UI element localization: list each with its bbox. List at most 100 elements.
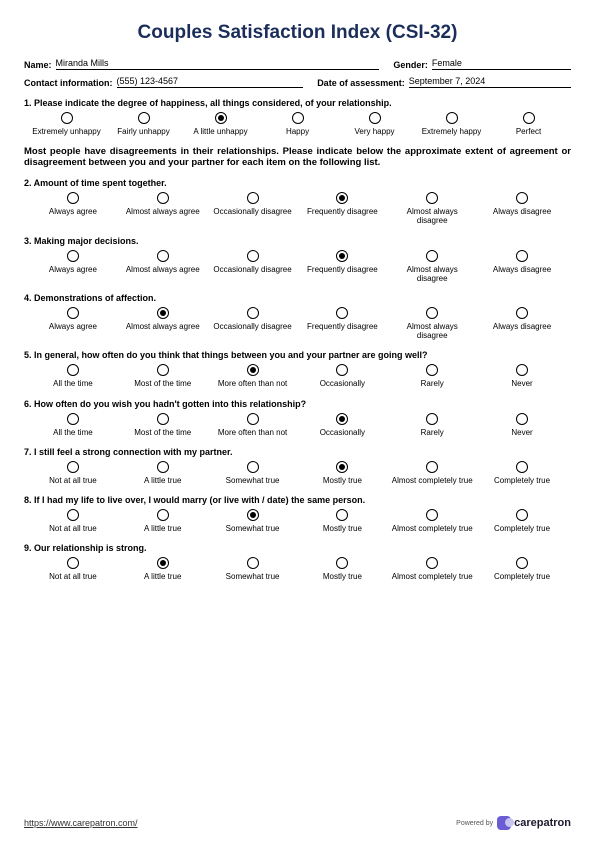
radio-q2-4[interactable] bbox=[426, 192, 438, 204]
gender-label: Gender: bbox=[393, 60, 428, 70]
option: A little true bbox=[121, 509, 205, 533]
radio-q5-2[interactable] bbox=[247, 364, 259, 376]
radio-q2-0[interactable] bbox=[67, 192, 79, 204]
radio-q4-4[interactable] bbox=[426, 307, 438, 319]
option: Occasionally disagree bbox=[211, 250, 295, 283]
question-6: 6. How often do you wish you hadn't gott… bbox=[24, 399, 571, 409]
radio-q9-0[interactable] bbox=[67, 557, 79, 569]
radio-q6-0[interactable] bbox=[67, 413, 79, 425]
radio-q5-5[interactable] bbox=[516, 364, 528, 376]
radio-q7-4[interactable] bbox=[426, 461, 438, 473]
radio-q1-1[interactable] bbox=[138, 112, 150, 124]
option: Perfect bbox=[492, 112, 565, 136]
option: Occasionally bbox=[301, 413, 385, 437]
radio-q1-5[interactable] bbox=[446, 112, 458, 124]
date-field[interactable]: September 7, 2024 bbox=[409, 76, 571, 88]
option-label: Somewhat true bbox=[226, 476, 280, 485]
radio-q3-4[interactable] bbox=[426, 250, 438, 262]
radio-q5-4[interactable] bbox=[426, 364, 438, 376]
radio-q8-4[interactable] bbox=[426, 509, 438, 521]
option-label: Frequently disagree bbox=[307, 322, 378, 331]
option: Always agree bbox=[31, 307, 115, 340]
radio-q8-0[interactable] bbox=[67, 509, 79, 521]
option: Somewhat true bbox=[211, 461, 295, 485]
radio-q9-1[interactable] bbox=[157, 557, 169, 569]
radio-q2-5[interactable] bbox=[516, 192, 528, 204]
radio-q7-0[interactable] bbox=[67, 461, 79, 473]
radio-q9-5[interactable] bbox=[516, 557, 528, 569]
option: Almost always agree bbox=[121, 250, 205, 283]
radio-q1-0[interactable] bbox=[61, 112, 73, 124]
radio-q4-3[interactable] bbox=[336, 307, 348, 319]
radio-q3-0[interactable] bbox=[67, 250, 79, 262]
radio-q3-2[interactable] bbox=[247, 250, 259, 262]
radio-q8-5[interactable] bbox=[516, 509, 528, 521]
radio-q3-1[interactable] bbox=[157, 250, 169, 262]
radio-q8-1[interactable] bbox=[157, 509, 169, 521]
radio-q1-6[interactable] bbox=[523, 112, 535, 124]
radio-q2-1[interactable] bbox=[157, 192, 169, 204]
option-label: Always disagree bbox=[493, 207, 551, 216]
option-label: Fairly unhappy bbox=[117, 127, 169, 136]
option-label: Mostly true bbox=[323, 524, 362, 533]
name-field[interactable]: Miranda Mills bbox=[56, 58, 380, 70]
radio-q4-1[interactable] bbox=[157, 307, 169, 319]
radio-q7-1[interactable] bbox=[157, 461, 169, 473]
option-label: Almost completely true bbox=[392, 476, 473, 485]
option: Almost always disagree bbox=[390, 192, 474, 225]
option-label: All the time bbox=[53, 379, 93, 388]
option: Frequently disagree bbox=[301, 192, 385, 225]
questions-container: 1. Please indicate the degree of happine… bbox=[24, 98, 571, 581]
footer-link[interactable]: https://www.carepatron.com/ bbox=[24, 818, 138, 828]
option-label: Occasionally disagree bbox=[213, 207, 291, 216]
radio-q2-3[interactable] bbox=[336, 192, 348, 204]
gender-field[interactable]: Female bbox=[432, 58, 571, 70]
radio-q6-2[interactable] bbox=[247, 413, 259, 425]
radio-q9-4[interactable] bbox=[426, 557, 438, 569]
radio-q1-2[interactable] bbox=[215, 112, 227, 124]
radio-q6-5[interactable] bbox=[516, 413, 528, 425]
radio-q7-3[interactable] bbox=[336, 461, 348, 473]
option: Mostly true bbox=[301, 509, 385, 533]
radio-q4-5[interactable] bbox=[516, 307, 528, 319]
radio-q5-0[interactable] bbox=[67, 364, 79, 376]
radio-q3-5[interactable] bbox=[516, 250, 528, 262]
option: Rarely bbox=[390, 364, 474, 388]
option: Frequently disagree bbox=[301, 250, 385, 283]
radio-q6-4[interactable] bbox=[426, 413, 438, 425]
option-label: Occasionally bbox=[320, 379, 365, 388]
radio-q2-2[interactable] bbox=[247, 192, 259, 204]
option-label: Occasionally bbox=[320, 428, 365, 437]
radio-q4-0[interactable] bbox=[67, 307, 79, 319]
option-label: Rarely bbox=[421, 428, 444, 437]
option-label: Completely true bbox=[494, 524, 550, 533]
radio-q8-3[interactable] bbox=[336, 509, 348, 521]
radio-q6-1[interactable] bbox=[157, 413, 169, 425]
option: A little true bbox=[121, 461, 205, 485]
contact-field[interactable]: (555) 123-4567 bbox=[117, 76, 304, 88]
option-label: Most of the time bbox=[134, 379, 191, 388]
radio-q4-2[interactable] bbox=[247, 307, 259, 319]
radio-q9-2[interactable] bbox=[247, 557, 259, 569]
radio-q8-2[interactable] bbox=[247, 509, 259, 521]
radio-q3-3[interactable] bbox=[336, 250, 348, 262]
radio-q5-1[interactable] bbox=[157, 364, 169, 376]
option-label: Almost always disagree bbox=[390, 265, 474, 283]
option: Occasionally disagree bbox=[211, 307, 295, 340]
options-row-1: Extremely unhappyFairly unhappyA little … bbox=[28, 112, 567, 136]
option-label: Always agree bbox=[49, 322, 97, 331]
option: Extremely unhappy bbox=[30, 112, 103, 136]
radio-q7-5[interactable] bbox=[516, 461, 528, 473]
radio-q5-3[interactable] bbox=[336, 364, 348, 376]
option: Somewhat true bbox=[211, 557, 295, 581]
question-8: 8. If I had my life to live over, I woul… bbox=[24, 495, 571, 505]
radio-q1-4[interactable] bbox=[369, 112, 381, 124]
radio-q9-3[interactable] bbox=[336, 557, 348, 569]
radio-q7-2[interactable] bbox=[247, 461, 259, 473]
instruction-text: Most people have disagreements in their … bbox=[24, 146, 571, 168]
radio-q1-3[interactable] bbox=[292, 112, 304, 124]
option-label: Occasionally disagree bbox=[213, 322, 291, 331]
radio-q6-3[interactable] bbox=[336, 413, 348, 425]
option-label: Mostly true bbox=[323, 476, 362, 485]
option-label: Somewhat true bbox=[226, 572, 280, 581]
